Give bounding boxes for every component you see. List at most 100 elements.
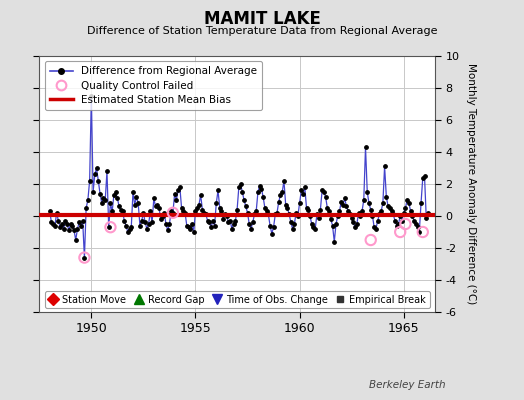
Point (293, 213, 302, 219)
Point (347, 214, 356, 221)
Point (403, 197, 411, 203)
Point (256, 182, 264, 189)
Point (287, 219, 295, 226)
Point (349, 219, 357, 226)
Point (280, 178, 288, 184)
Point (170, 190, 179, 197)
Point (420, 173, 429, 179)
Point (59, 226, 68, 232)
Point (162, 221, 170, 227)
Point (236, 181, 245, 187)
Point (52, 210, 61, 216)
Point (278, 189, 287, 195)
Point (188, 221, 196, 227)
Point (330, 238, 339, 245)
Point (372, 226, 380, 232)
Point (401, 221, 410, 227)
Point (260, 205, 269, 211)
Point (250, 211, 259, 218)
Point (396, 213, 405, 219)
Point (169, 210, 177, 216)
Point (174, 187, 182, 194)
Legend: Station Move, Record Gap, Time of Obs. Change, Empirical Break: Station Move, Record Gap, Time of Obs. C… (45, 291, 430, 308)
Point (405, 200, 413, 206)
Point (124, 229, 132, 235)
Point (178, 205, 186, 211)
Point (172, 197, 181, 203)
Point (281, 202, 290, 208)
Point (283, 205, 292, 211)
Point (387, 208, 396, 214)
Point (242, 203, 250, 210)
Point (104, 224, 113, 230)
Point (155, 205, 163, 211)
Point (235, 184, 243, 190)
Point (419, 174, 427, 181)
Point (337, 198, 345, 205)
Point (157, 216, 165, 222)
Point (419, 229, 427, 235)
Point (301, 184, 309, 190)
Point (186, 226, 194, 232)
Point (410, 218, 418, 224)
Point (219, 216, 227, 222)
Point (169, 210, 177, 216)
Point (422, 214, 430, 221)
Point (358, 208, 366, 214)
Text: Difference of Station Temperature Data from Regional Average: Difference of Station Temperature Data f… (87, 26, 437, 36)
Point (342, 203, 351, 210)
Point (413, 224, 422, 230)
Point (304, 206, 312, 213)
Point (58, 221, 66, 227)
Point (245, 221, 254, 227)
Point (233, 206, 242, 213)
Point (335, 208, 344, 214)
Point (115, 203, 123, 210)
Point (408, 213, 417, 219)
Point (148, 219, 156, 226)
Point (46, 208, 54, 214)
Point (136, 222, 144, 229)
Point (379, 200, 387, 206)
Point (160, 210, 168, 216)
Point (269, 224, 278, 230)
Point (117, 206, 125, 213)
Point (203, 218, 212, 224)
Point (339, 202, 347, 208)
Point (264, 211, 272, 218)
Point (56, 224, 64, 230)
Point (91, 171, 99, 178)
Point (318, 187, 326, 194)
Point (243, 210, 252, 216)
Point (247, 226, 255, 232)
Point (424, 210, 432, 216)
Point (308, 221, 316, 227)
Point (288, 226, 297, 232)
Point (181, 210, 189, 216)
Point (268, 230, 276, 237)
Point (363, 189, 372, 195)
Point (207, 224, 215, 230)
Point (394, 221, 402, 227)
Point (306, 213, 314, 219)
Point (64, 227, 73, 234)
Point (134, 200, 143, 206)
Point (108, 208, 116, 214)
Point (141, 219, 149, 226)
Point (389, 211, 398, 218)
Point (290, 221, 299, 227)
Point (112, 189, 120, 195)
Point (417, 200, 425, 206)
Point (375, 211, 384, 218)
Point (311, 226, 320, 232)
Point (384, 203, 392, 210)
Point (97, 200, 106, 206)
Point (85, 178, 94, 184)
Point (325, 208, 333, 214)
Point (257, 186, 266, 192)
Point (47, 219, 56, 226)
Point (346, 211, 354, 218)
Point (362, 144, 370, 150)
Point (101, 197, 110, 203)
Point (316, 206, 324, 213)
